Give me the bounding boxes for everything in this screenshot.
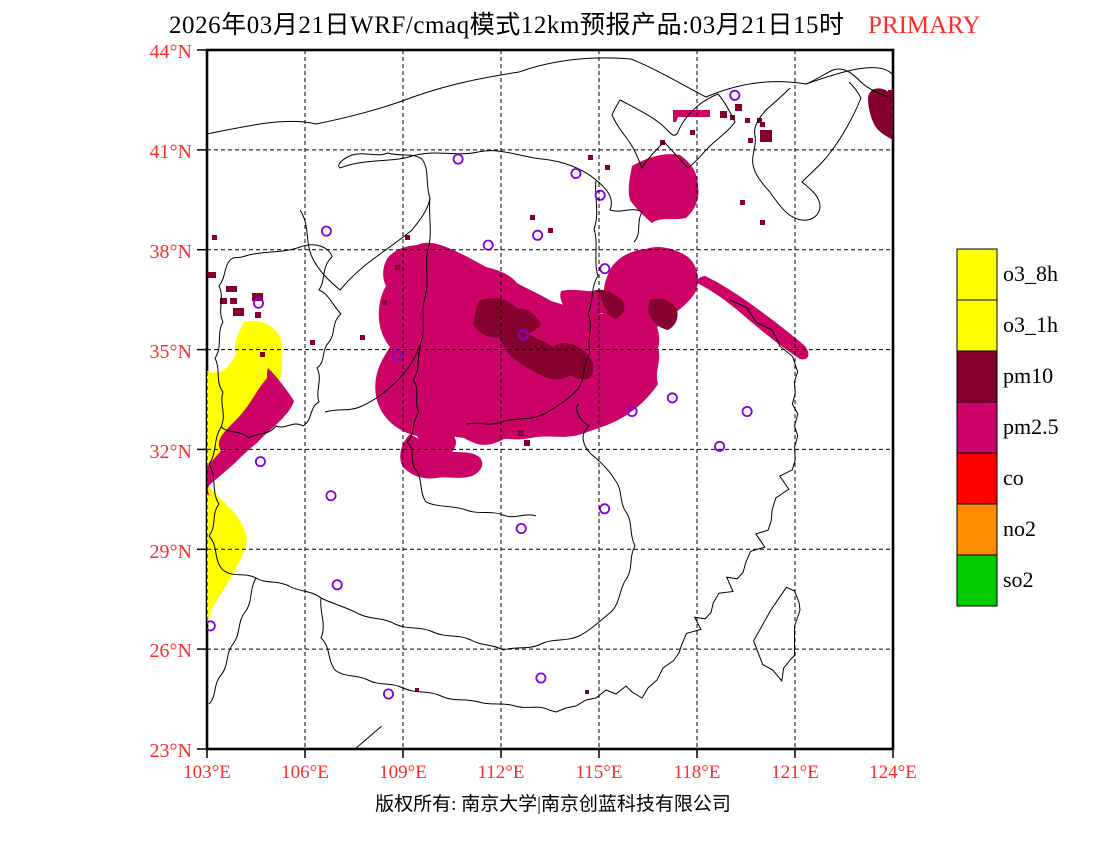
svg-text:115°E: 115°E [576,762,623,783]
svg-text:o3_1h: o3_1h [1003,312,1058,337]
svg-text:PRIMARY: PRIMARY [868,12,981,39]
svg-text:32°N: 32°N [150,441,192,463]
svg-text:2026年03月21日WRF/cmaq模式12km预报产品:: 2026年03月21日WRF/cmaq模式12km预报产品:03月21日15时 [169,11,845,39]
svg-text:38°N: 38°N [150,241,192,263]
svg-text:124°E: 124°E [869,762,917,783]
svg-text:no2: no2 [1003,516,1036,541]
svg-text:co: co [1003,465,1024,490]
svg-text:44°N: 44°N [150,41,192,63]
svg-text:118°E: 118°E [674,762,721,783]
svg-text:o3_8h: o3_8h [1003,261,1058,286]
svg-text:29°N: 29°N [150,541,192,563]
svg-text:版权所有: 南京大学|南京创蓝科技有限公司: 版权所有: 南京大学|南京创蓝科技有限公司 [375,793,731,815]
svg-text:41°N: 41°N [150,141,192,163]
svg-text:106°E: 106°E [281,762,329,783]
svg-text:103°E: 103°E [183,762,231,783]
svg-text:112°E: 112°E [478,762,525,783]
svg-text:26°N: 26°N [150,640,192,662]
svg-text:so2: so2 [1003,567,1034,592]
svg-text:pm10: pm10 [1003,363,1053,388]
svg-text:pm2.5: pm2.5 [1003,414,1059,439]
svg-text:121°E: 121°E [771,762,819,783]
svg-text:23°N: 23°N [150,740,192,762]
svg-text:35°N: 35°N [150,341,192,363]
svg-text:109°E: 109°E [379,762,427,783]
